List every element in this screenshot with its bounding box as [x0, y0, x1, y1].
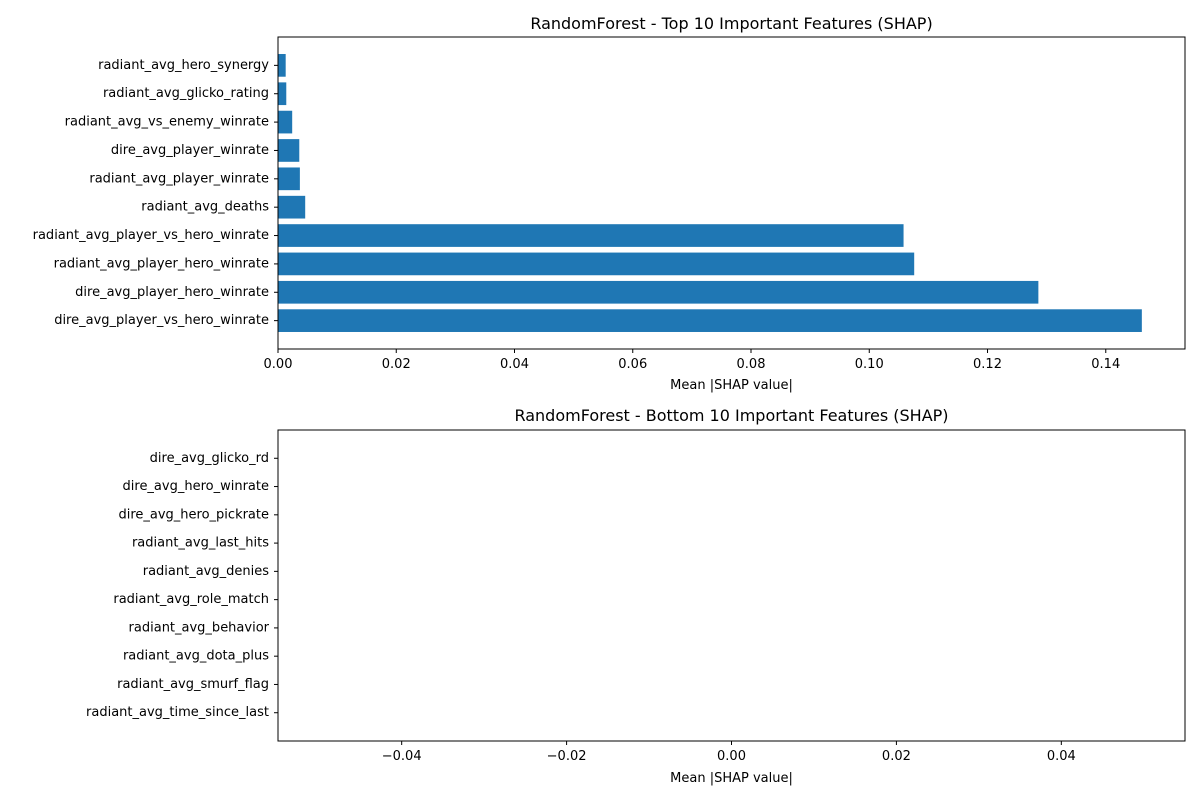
- y-tick-labels: radiant_avg_time_since_last radiant_avg_s…: [86, 451, 278, 720]
- y-tick-label: radiant_avg_deaths: [141, 200, 269, 215]
- bar: radiant_avg_player_vs_hero_winrate: 0.10…: [278, 224, 904, 247]
- y-tick-label: dire_avg_player_hero_winrate: [75, 285, 269, 300]
- x-axis-label: Mean |SHAP value|: [670, 378, 793, 393]
- bar: radiant_avg_deaths: 0.0046: [278, 195, 306, 219]
- y-tick-label: radiant_avg_time_since_last: [86, 705, 269, 720]
- x-tick-label: 0.04: [500, 357, 529, 372]
- y-tick-label: radiant_avg_role_match: [113, 592, 269, 607]
- y-tick-labels: dire_avg_player_vs_hero_winrate dire_avg_…: [33, 58, 278, 328]
- y-tick-label: radiant_avg_vs_enemy_winrate: [65, 115, 269, 130]
- bar: radiant_avg_glicko_rating: 0.0014: [278, 82, 287, 106]
- x-tick-label: 0.06: [618, 357, 647, 372]
- bar: dire_avg_player_hero_winrate: 0.1286: [278, 280, 1039, 304]
- x-tick-label: 0.02: [382, 357, 411, 372]
- y-tick-label: radiant_avg_dota_plus: [123, 649, 269, 664]
- x-tick-label: 0.00: [264, 357, 293, 372]
- y-tick-label: radiant_avg_last_hits: [132, 536, 269, 551]
- x-tick-label: 0.14: [1091, 357, 1120, 372]
- x-tick-label: 0.12: [973, 357, 1002, 372]
- axes-frame: [277, 429, 1186, 742]
- axes-frame: [277, 36, 1186, 350]
- bottom-features-chart: RandomForest - Bottom 10 Important Featu…: [86, 406, 1186, 786]
- bar: radiant_avg_player_hero_winrate: 0.1076: [278, 252, 915, 276]
- bar-group: dire_avg_player_vs_hero_winrate: 0.1461 d…: [278, 54, 1142, 332]
- bar: radiant_avg_player_winrate: 0.0037: [278, 167, 300, 191]
- y-tick-label: radiant_avg_player_winrate: [89, 171, 269, 186]
- top-features-chart: RandomForest - Top 10 Important Features…: [33, 14, 1186, 393]
- y-tick-label: dire_avg_player_vs_hero_winrate: [54, 313, 269, 328]
- x-tick-label: 0.04: [1047, 749, 1076, 764]
- x-axis-label: Mean |SHAP value|: [670, 771, 793, 786]
- y-tick-label: radiant_avg_behavior: [129, 620, 270, 635]
- y-tick-label: radiant_avg_hero_synergy: [98, 58, 269, 73]
- y-tick-label: dire_avg_glicko_rd: [150, 451, 269, 466]
- x-tick-label: 0.00: [717, 749, 746, 764]
- x-tick-label: −0.04: [382, 749, 422, 764]
- y-tick-label: dire_avg_player_winrate: [111, 143, 269, 158]
- chart-title: RandomForest - Top 10 Important Features…: [530, 14, 932, 33]
- x-tick-label: 0.10: [855, 357, 884, 372]
- bar: dire_avg_player_winrate: 0.0036: [278, 139, 300, 162]
- x-tick-label: −0.02: [547, 749, 587, 764]
- bar: dire_avg_player_vs_hero_winrate: 0.1461: [278, 309, 1142, 332]
- chart-title: RandomForest - Bottom 10 Important Featu…: [514, 406, 948, 425]
- x-tick-label: 0.02: [882, 749, 911, 764]
- bar: radiant_avg_vs_enemy_winrate: 0.0024: [278, 110, 293, 134]
- y-tick-label: dire_avg_hero_pickrate: [118, 507, 269, 522]
- y-tick-label: dire_avg_hero_winrate: [123, 479, 269, 494]
- y-tick-label: radiant_avg_player_hero_winrate: [54, 256, 269, 271]
- x-tick-label: 0.08: [737, 357, 766, 372]
- y-tick-label: radiant_avg_smurf_flag: [117, 677, 269, 692]
- y-tick-label: radiant_avg_denies: [143, 564, 269, 579]
- y-tick-label: radiant_avg_glicko_rating: [103, 86, 269, 101]
- y-tick-label: radiant_avg_player_vs_hero_winrate: [33, 228, 269, 243]
- x-ticks: 0.00 0.02 0.04 0.06 0.08 0.10 0.12 0.14: [264, 349, 1120, 372]
- bar: radiant_avg_hero_synergy: 0.0013: [278, 54, 286, 77]
- x-ticks: −0.04 −0.02 0.00 0.02 0.04: [382, 741, 1076, 764]
